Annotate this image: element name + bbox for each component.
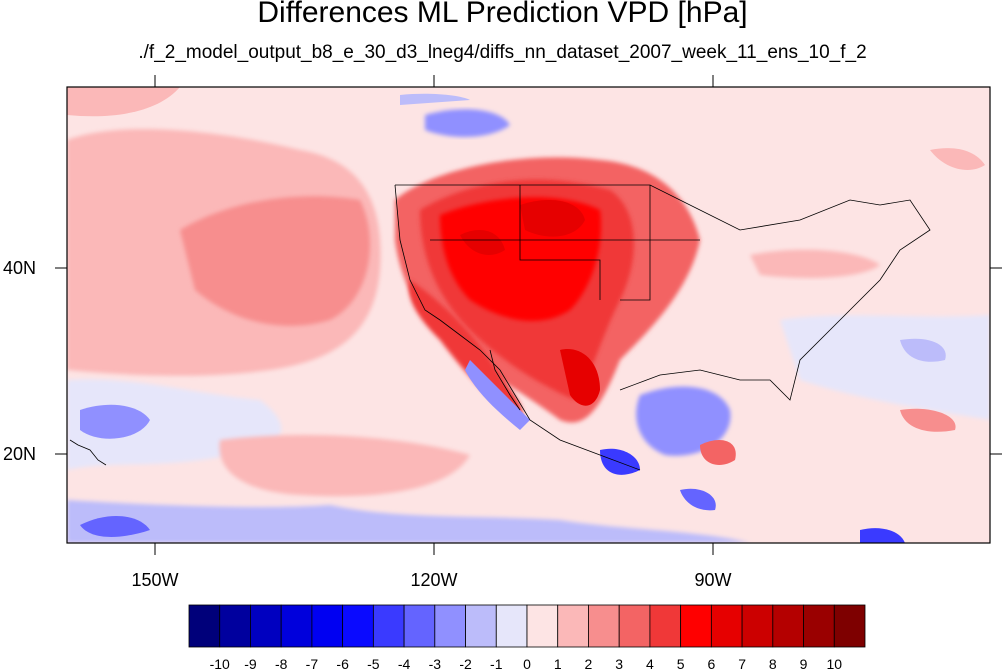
colorbar-tick-label: -3 [429,656,442,672]
colorbar-tick-label: 6 [707,656,715,672]
colorbar-swatch [741,604,774,648]
colorbar-swatch [710,604,743,648]
colorbar-swatch [772,604,804,648]
colorbar-tick-label: 8 [769,656,777,672]
axis-ticks [55,75,1002,555]
colorbar-tick-label: 1 [554,656,562,672]
lon-label-120w: 120W [410,570,457,590]
map-subtitle: ./f_2_model_output_b8_e_30_d3_lneg4/diff… [138,42,867,63]
colorbar-swatch [680,604,712,648]
colorbar-swatch [649,604,682,648]
colorbar-tick-label: -6 [336,656,349,672]
lat-label-20n: 20N [3,444,36,464]
colorbar-tick-label: -9 [244,656,257,672]
colorbar-tick-label: 2 [585,656,593,672]
colorbar: -10 -9 -8 -7 -6 -5 -4 -3 -2 -1 0 1 2 3 4 5 6 7 8 9 10 [188,604,866,672]
colorbar-swatch [495,604,528,648]
colorbar-tick-label: 4 [646,656,654,672]
colorbar-tick-label: 5 [677,656,685,672]
colorbar-tick-label: 7 [738,656,746,672]
colorbar-swatch [372,604,405,648]
colorbar-tick-label: -5 [367,656,380,672]
colorbar-swatch [311,604,344,648]
colorbar-swatch [188,604,221,648]
colorbar-tick-label: -1 [490,656,503,672]
colorbar-swatch [618,604,651,648]
coastlines [69,184,931,471]
colorbar-tick-label: 3 [615,656,623,672]
colorbar-tick-label: 0 [523,656,531,672]
colorbar-swatch [250,604,282,648]
lon-label-150w: 150W [131,570,178,590]
colorbar-tick-label: -8 [275,656,288,672]
colorbar-tick-label: -10 [210,656,230,672]
lon-label-90w: 90W [694,570,731,590]
colorbar-tick-label: 9 [800,656,808,672]
colorbar-swatch [557,604,589,648]
colorbar-swatch [280,604,313,648]
colorbar-tick-label: -2 [459,656,472,672]
map-frame [66,86,991,544]
colorbar-swatch [342,604,374,648]
colorbar-swatch [465,604,497,648]
map-title: Differences ML Prediction VPD [hPa] [257,0,748,29]
colorbar-swatch [803,604,835,648]
colorbar-tick-label: -7 [306,656,319,672]
colorbar-swatch [434,604,466,648]
lat-label-40n: 40N [3,258,36,278]
colorbar-swatch [588,604,620,648]
colorbar-swatch [833,604,866,648]
colorbar-swatch [403,604,436,648]
colorbar-swatch [526,604,559,648]
colorbar-swatch [219,604,251,648]
colorbar-tick-label: 10 [826,656,842,672]
contour-field [67,87,990,543]
colorbar-tick-label: -4 [398,656,411,672]
